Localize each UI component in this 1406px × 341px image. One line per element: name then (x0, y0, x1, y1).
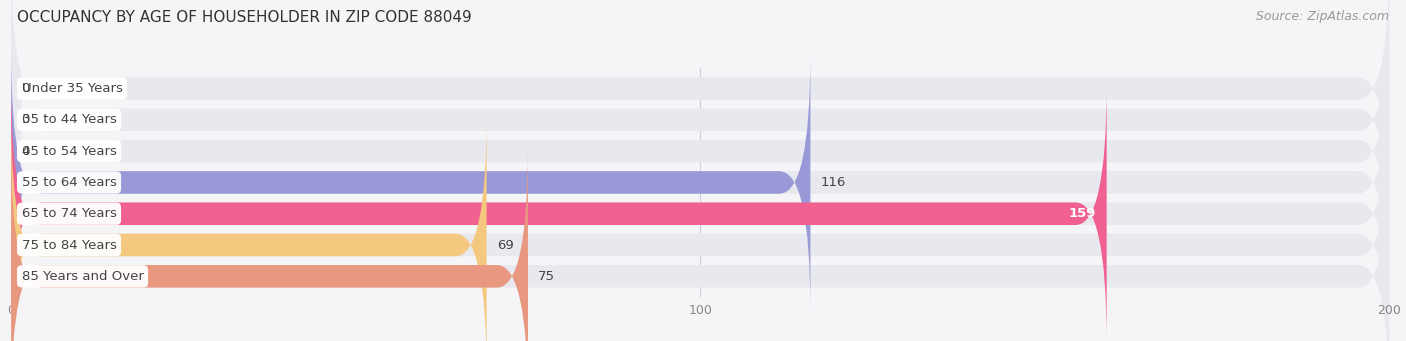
Text: 45 to 54 Years: 45 to 54 Years (21, 145, 117, 158)
FancyBboxPatch shape (11, 147, 529, 341)
FancyBboxPatch shape (11, 0, 1389, 218)
Text: 69: 69 (496, 239, 513, 252)
FancyBboxPatch shape (11, 0, 1389, 249)
FancyBboxPatch shape (11, 53, 1389, 312)
Text: Source: ZipAtlas.com: Source: ZipAtlas.com (1256, 10, 1389, 23)
Text: 75 to 84 Years: 75 to 84 Years (21, 239, 117, 252)
Text: 116: 116 (821, 176, 846, 189)
FancyBboxPatch shape (11, 84, 1107, 341)
Text: Under 35 Years: Under 35 Years (21, 82, 122, 95)
FancyBboxPatch shape (11, 53, 810, 312)
FancyBboxPatch shape (11, 116, 486, 341)
Text: 0: 0 (21, 145, 30, 158)
Text: 75: 75 (538, 270, 555, 283)
Text: 0: 0 (21, 82, 30, 95)
Text: OCCUPANCY BY AGE OF HOUSEHOLDER IN ZIP CODE 88049: OCCUPANCY BY AGE OF HOUSEHOLDER IN ZIP C… (17, 10, 471, 25)
Text: 85 Years and Over: 85 Years and Over (21, 270, 143, 283)
Text: 35 to 44 Years: 35 to 44 Years (21, 113, 117, 126)
Text: 65 to 74 Years: 65 to 74 Years (21, 207, 117, 220)
FancyBboxPatch shape (11, 116, 1389, 341)
Text: 55 to 64 Years: 55 to 64 Years (21, 176, 117, 189)
Text: 0: 0 (21, 113, 30, 126)
FancyBboxPatch shape (11, 21, 1389, 281)
FancyBboxPatch shape (11, 147, 1389, 341)
FancyBboxPatch shape (11, 84, 1389, 341)
Text: 159: 159 (1069, 207, 1097, 220)
